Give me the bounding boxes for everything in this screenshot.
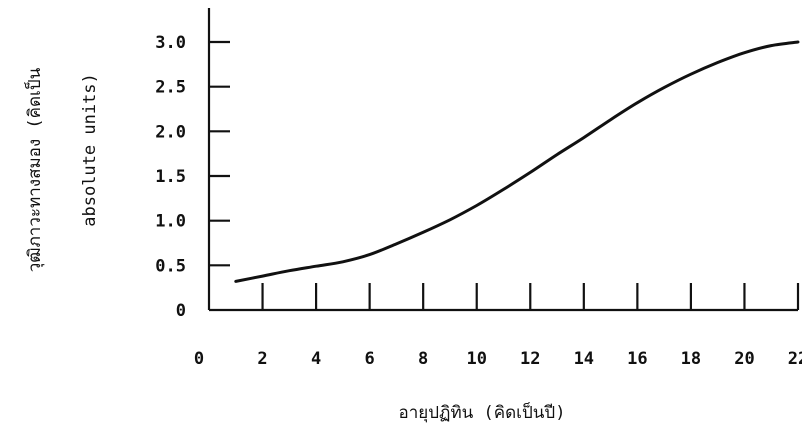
x-axis-title: อายุปฏิทิน (คิดเป็นปี) [399,401,566,423]
x-tick-label: 0 [194,349,204,369]
x-tick-label: 2 [257,349,267,369]
x-tick-label: 18 [681,349,701,369]
x-tick-label: 22 [788,349,802,369]
x-tick-label: 8 [418,349,428,369]
x-tick-label: 6 [365,349,375,369]
x-tick-label: 10 [466,349,486,369]
y-tick-label: 1.0 [155,212,186,232]
y-tick-label: 0.5 [155,256,186,276]
y-tick-label: 2.0 [155,122,186,142]
series-line [234,40,800,283]
x-tick-label: 20 [734,349,754,369]
y-axis-title-line2: absolute units) [80,73,100,227]
y-tick-label: 0 [176,301,186,321]
x-tick-label: 4 [311,349,321,369]
plot-area [234,40,800,283]
y-tick-label: 1.5 [155,167,186,187]
x-axis: 0 2 4 6 8 10 12 14 16 18 20 22 [194,283,802,369]
x-tick-label: 12 [520,349,540,369]
x-tick-label: 16 [627,349,647,369]
y-tick-label: 3.0 [155,33,186,53]
y-axis: 0 0.5 1.0 1.5 2.0 2.5 3.0 [155,8,230,321]
y-axis-title-line1: วุฒิภาวะทางสมอง (คิดเป็น [23,67,45,272]
x-tick-label: 14 [574,349,594,369]
y-tick-label: 2.5 [155,78,186,98]
y-axis-title: วุฒิภาวะทางสมอง (คิดเป็น absolute units) [23,67,100,272]
